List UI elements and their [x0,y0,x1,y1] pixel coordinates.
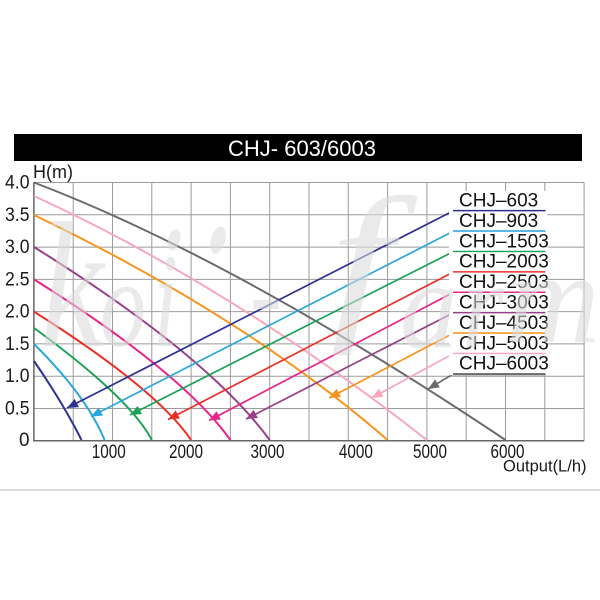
svg-text:CHJ–903: CHJ–903 [459,211,538,232]
svg-text:4000: 4000 [339,442,373,463]
svg-text:k: k [40,186,106,385]
svg-text:1000: 1000 [92,442,126,463]
svg-text:2000: 2000 [169,442,203,463]
svg-text:1.0: 1.0 [5,366,30,387]
svg-text:m: m [506,227,600,371]
svg-text:0: 0 [19,430,30,451]
svg-text:a: a [400,237,458,375]
svg-text:5000: 5000 [413,442,447,463]
svg-text:CHJ–2503: CHJ–2503 [459,272,549,293]
svg-text:o: o [100,236,146,374]
svg-text:CHJ–3003: CHJ–3003 [459,293,549,314]
svg-text:3.0: 3.0 [5,237,30,258]
svg-text:CHJ–4503: CHJ–4503 [459,313,549,334]
svg-text:CHJ- 603/6003: CHJ- 603/6003 [228,136,376,161]
svg-text:r: r [462,237,505,375]
svg-text:i: i [153,227,178,376]
svg-text:CHJ–603: CHJ–603 [459,191,538,212]
svg-text:1.5: 1.5 [5,334,30,355]
svg-text:CHJ–2003: CHJ–2003 [459,252,549,273]
svg-text:0.5: 0.5 [5,399,30,420]
svg-text:Output(L/h): Output(L/h) [503,458,586,476]
svg-text:2.0: 2.0 [5,302,30,323]
svg-text:2.5: 2.5 [5,269,30,290]
svg-text:CHJ–6003: CHJ–6003 [459,354,549,375]
svg-text:3000: 3000 [251,442,285,463]
svg-text:4.0: 4.0 [5,173,30,194]
svg-text:H(m): H(m) [33,162,73,182]
svg-text:3.5: 3.5 [5,205,30,226]
svg-text:-: - [250,226,282,359]
svg-text:6000: 6000 [491,442,525,463]
svg-text:CHJ–1503: CHJ–1503 [459,231,549,252]
svg-text:CHJ–5003: CHJ–5003 [459,333,549,354]
